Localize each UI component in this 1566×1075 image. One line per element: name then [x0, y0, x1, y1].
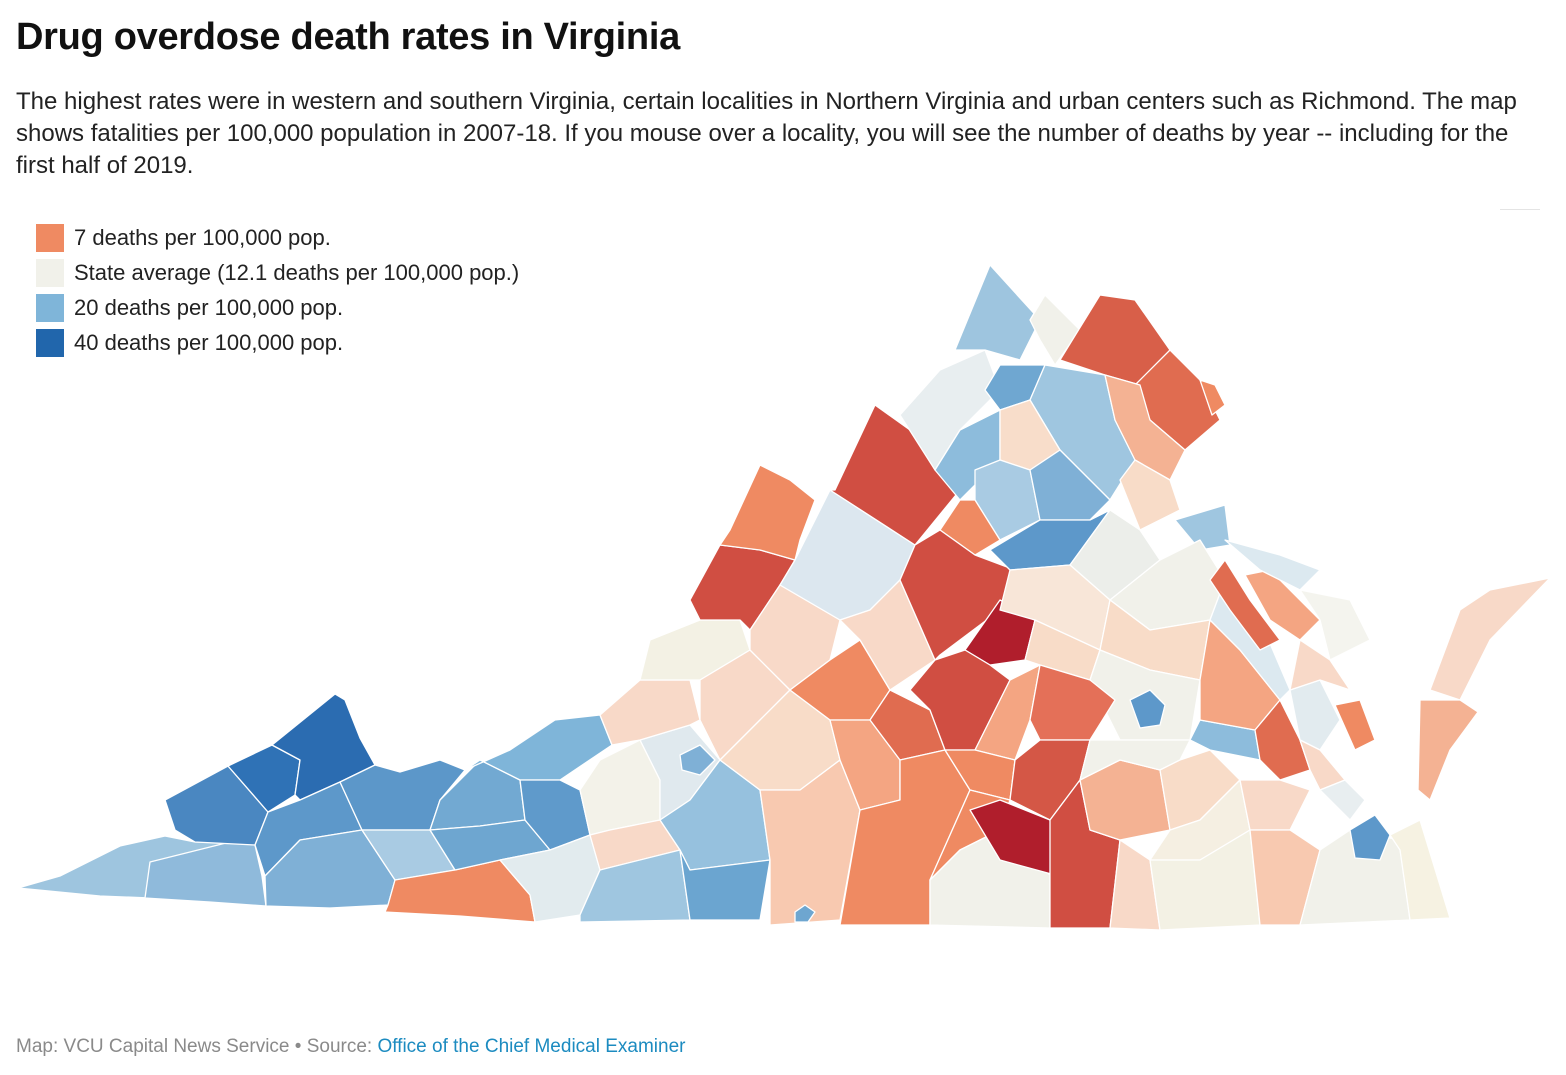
legend-swatch-40 — [36, 328, 64, 357]
legend-label-40: 40 deaths per 100,000 pop. — [74, 329, 344, 355]
locality-norfolk[interactable] — [1349, 814, 1391, 861]
locality-frederick[interactable] — [954, 264, 1041, 361]
locality-richmond[interactable] — [1129, 689, 1166, 729]
locality-mathews[interactable] — [1334, 699, 1376, 751]
locality-prince-william[interactable] — [1104, 374, 1186, 481]
locality-hampton[interactable] — [1319, 779, 1366, 821]
legend-item-state-average: State average (12.1 deaths per 100,000 p… — [36, 255, 519, 290]
footer-credit: Map: VCU Capital News Service — [16, 1036, 290, 1057]
locality-culpeper[interactable] — [1029, 449, 1111, 521]
legend-swatch-7 — [36, 223, 64, 252]
legend-swatch-state-average — [36, 258, 64, 287]
map-footer: Map: VCU Capital News Service • Source: … — [16, 1036, 685, 1058]
locality-arlington[interactable] — [1199, 379, 1226, 416]
legend-item-20: 20 deaths per 100,000 pop. — [36, 290, 519, 325]
source-link[interactable]: Office of the Chief Medical Examiner — [377, 1036, 686, 1057]
locality-middlesex[interactable] — [1289, 639, 1351, 691]
legend-item-40: 40 deaths per 100,000 pop. — [36, 325, 519, 360]
footer-separator: • — [289, 1036, 307, 1057]
locality-alleghany[interactable] — [639, 619, 751, 681]
legend-label-20: 20 deaths per 100,000 pop. — [74, 294, 344, 320]
legend-swatch-20 — [36, 293, 64, 322]
footer-source-label: Source: — [306, 1036, 378, 1057]
legend-item-7: 7 deaths per 100,000 pop. — [36, 220, 519, 255]
locality-roanoke-city[interactable] — [679, 744, 716, 776]
map-subtitle: The highest rates were in western and so… — [16, 88, 1517, 179]
locality-westmoreland[interactable] — [1224, 539, 1321, 591]
locality-danville[interactable] — [794, 904, 816, 923]
locality-southampton[interactable] — [1149, 829, 1261, 931]
map-title: Drug overdose death rates in Virginia — [16, 16, 680, 58]
locality-essex[interactable] — [1209, 559, 1281, 651]
locality-lancaster[interactable] — [1299, 589, 1371, 661]
locality-greene[interactable] — [939, 499, 1001, 556]
locality-patrick[interactable] — [579, 849, 691, 923]
locality-accomack[interactable] — [1429, 577, 1551, 701]
virginia-choropleth-map — [17, 264, 1551, 931]
locality-surry[interactable] — [1239, 779, 1311, 831]
locality-virginia-beach[interactable] — [1389, 819, 1451, 921]
locality-henry[interactable] — [679, 849, 771, 921]
map-legend: 7 deaths per 100,000 pop. State average … — [36, 220, 519, 360]
legend-label-state-average: State average (12.1 deaths per 100,000 p… — [74, 259, 520, 285]
locality-highland[interactable] — [719, 464, 816, 561]
legend-label-7: 7 deaths per 100,000 pop. — [74, 224, 331, 250]
corner-divider — [1500, 209, 1540, 210]
locality-stafford[interactable] — [1119, 459, 1181, 531]
locality-northampton[interactable] — [1417, 699, 1479, 801]
